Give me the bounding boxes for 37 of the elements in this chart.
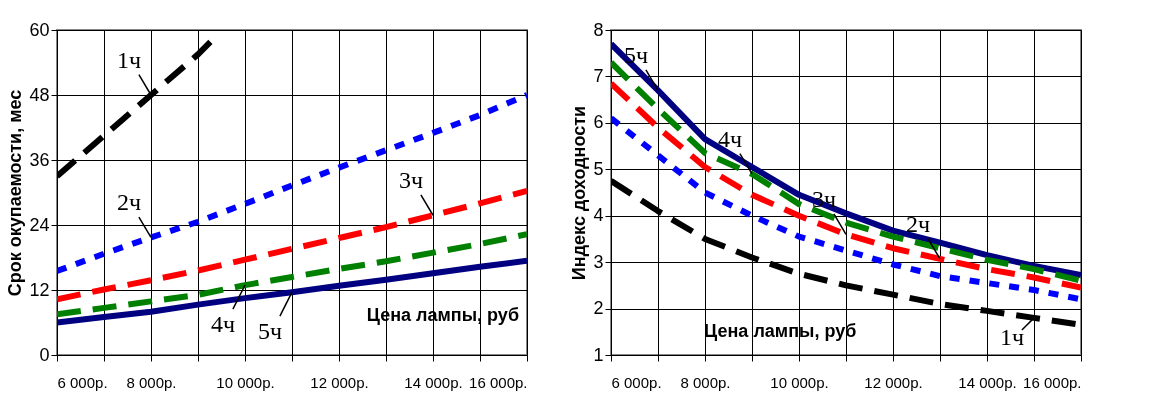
annotation: 2ч [116, 189, 142, 216]
x-tick-label: 10 000р. [770, 373, 829, 391]
y-tick-label: 5 [593, 158, 604, 179]
annotation: 3ч [398, 167, 424, 194]
annotation: 4ч [210, 311, 236, 338]
x-tick-label: 16 000р. [1023, 373, 1082, 391]
y-axis-title: Срок окупаемости, мес [5, 89, 26, 297]
x-tick-label: 8 000р. [126, 373, 177, 391]
y-tick-label: 36 [29, 149, 50, 170]
y-tick-label: 1 [593, 344, 604, 365]
y-tick-label: 6 [593, 112, 604, 133]
x-tick-label: 6 000р. [611, 373, 662, 391]
annotation: 4ч [717, 125, 743, 152]
y-tick-label: 3 [593, 251, 604, 272]
x-tick-label: 16 000р. [469, 373, 528, 391]
y-tick-label: 48 [29, 84, 50, 105]
y-tick-label: 8 [593, 19, 604, 40]
y-tick-label: 4 [593, 205, 604, 226]
x-tick-label: 8 000р. [680, 373, 731, 391]
x-tick-label: 14 000р. [404, 373, 463, 391]
x-tick-label: 12 000р. [310, 373, 369, 391]
annotation: 5ч [257, 318, 283, 345]
y-tick-label: 60 [29, 19, 50, 40]
annotation: 5ч [623, 42, 649, 69]
y-tick-label: 0 [39, 344, 50, 365]
x-tick-label: 14 000р. [958, 373, 1017, 391]
y-tick-label: 7 [593, 65, 604, 86]
y-tick-label: 24 [29, 214, 50, 235]
x-tick-label: 10 000р. [216, 373, 275, 391]
y-axis-title: Индекс доходности [569, 105, 590, 281]
x-tick-label: 12 000р. [864, 373, 923, 391]
y-tick-label: 12 [29, 279, 50, 300]
annotation: 1ч [116, 47, 142, 73]
y-tick-label: 2 [593, 298, 604, 319]
annotation: 1ч [999, 324, 1025, 350]
annotation: 2ч [905, 210, 931, 237]
x-tick-label: 6 000р. [57, 373, 108, 391]
